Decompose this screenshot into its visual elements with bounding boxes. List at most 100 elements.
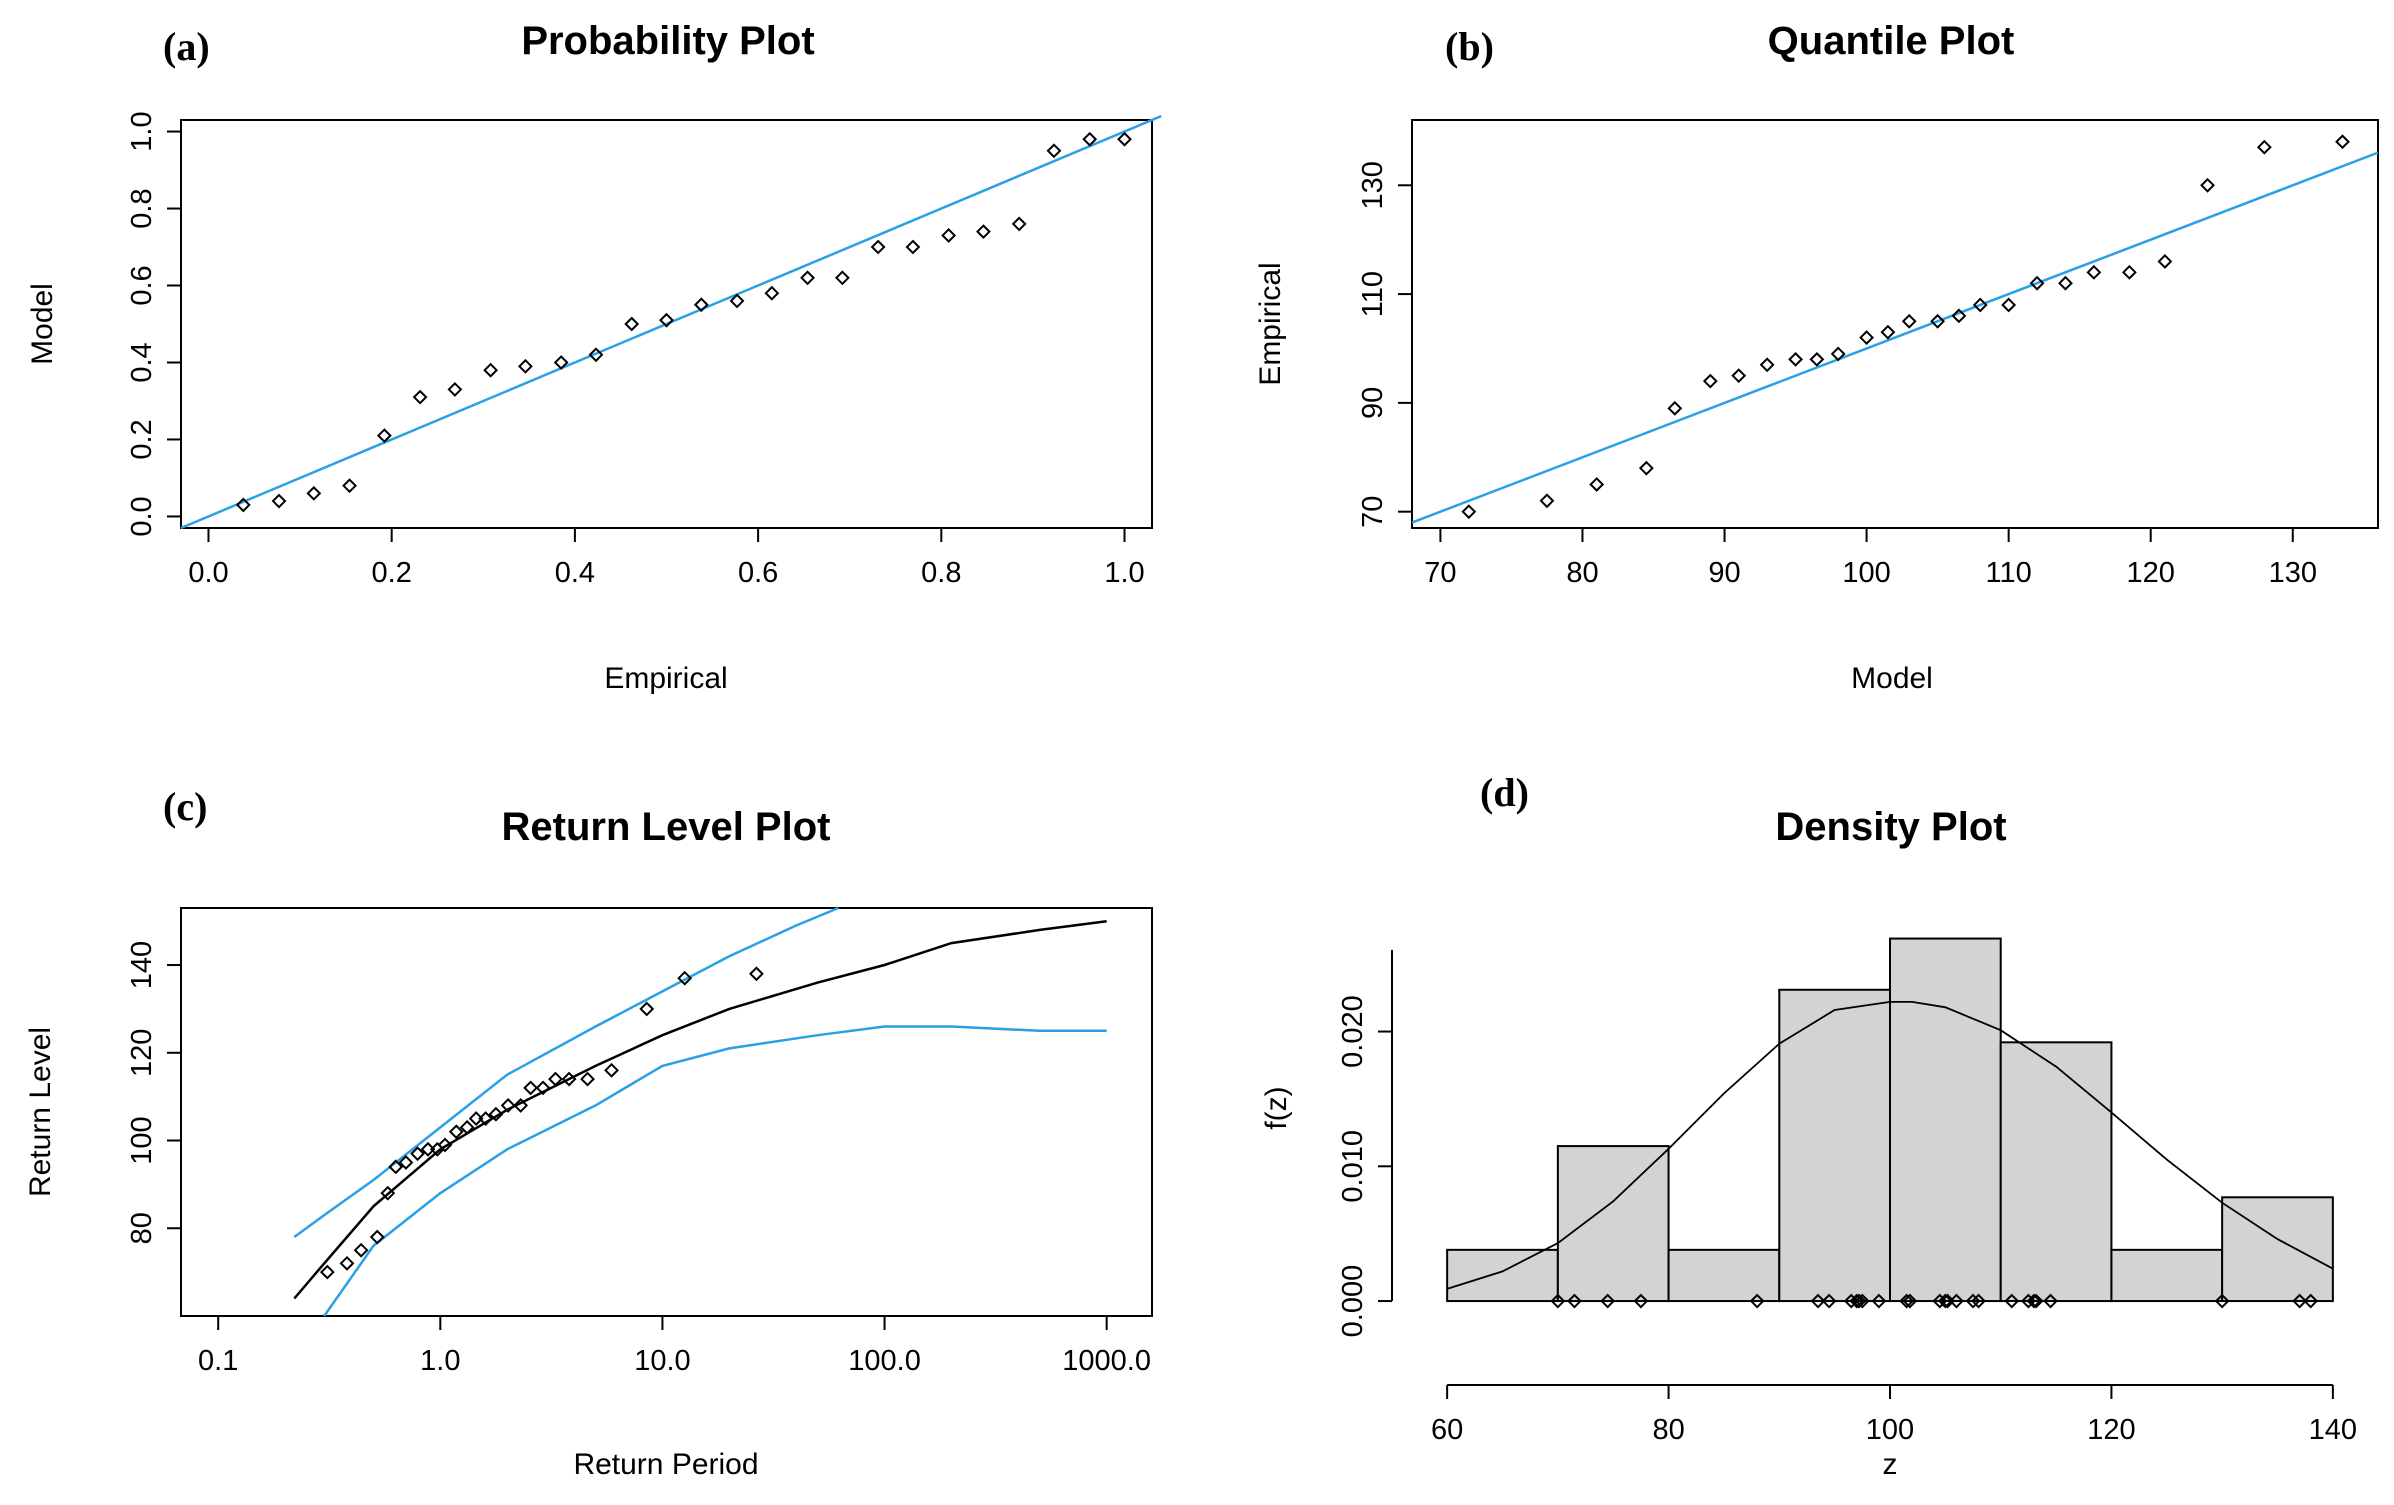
b-data-point <box>1859 330 1875 346</box>
c-data-point <box>437 1137 453 1153</box>
a-data-point <box>870 239 886 255</box>
b-xtick-label: 80 <box>1566 557 1598 589</box>
c-data-point <box>548 1071 563 1087</box>
d-rug-point <box>1949 1293 1964 1309</box>
d-rug-point <box>1550 1293 1566 1309</box>
a-ytick-label: 0.6 <box>126 265 158 305</box>
d-ytick-label: 0.020 <box>1337 995 1369 1068</box>
d-xtick-label: 100 <box>1866 1414 1914 1446</box>
d-histogram-bar <box>1889 937 2002 1303</box>
d-ytick-label: 0.000 <box>1337 1265 1369 1338</box>
panel-return-level-plot: (c) Return Level Plot Return Period Retu… <box>24 784 1153 1481</box>
a-data-point <box>235 497 251 513</box>
c-ytick-label: 120 <box>126 1029 158 1077</box>
b-data-point <box>1589 477 1605 492</box>
d-histogram-bar <box>1446 1248 1559 1303</box>
a-xtick-label: 0.6 <box>738 557 778 589</box>
c-data-point <box>410 1146 425 1162</box>
b-data-point <box>1972 297 1988 313</box>
c-data-point <box>388 1159 404 1175</box>
d-rug-point <box>1902 1293 1918 1309</box>
a-xtick-label: 0.0 <box>188 557 228 589</box>
a-ytick-label: 0.0 <box>126 496 158 536</box>
a-data-point <box>271 493 287 509</box>
c-lower-bound-line <box>323 1025 1107 1317</box>
a-data-point <box>624 316 640 332</box>
d-histogram-bar <box>1556 1145 1670 1303</box>
c-data-point <box>369 1229 385 1245</box>
y-axis-label-c: Return Level <box>24 1027 57 1197</box>
c-data-point <box>500 1098 516 1113</box>
d-rug-point <box>1821 1293 1837 1309</box>
b-xtick-label: 110 <box>1986 557 2032 589</box>
points-c <box>319 966 764 1280</box>
d-rug-point <box>1971 1293 1986 1309</box>
c-data-point <box>488 1106 504 1122</box>
panel-quantile-plot: (b) Quantile Plot Model Empirical 70 80 90… <box>1254 19 2379 695</box>
a-data-point <box>483 362 499 378</box>
c-data-point <box>468 1111 484 1126</box>
d-rug-point <box>1567 1293 1582 1309</box>
c-data-point <box>478 1111 494 1126</box>
a-data-point <box>518 358 533 374</box>
c-data-point <box>535 1080 551 1096</box>
b-ytick-label: 110 <box>1357 271 1389 317</box>
b-data-point <box>1880 324 1896 340</box>
c-data-point <box>513 1098 529 1113</box>
a-ytick-label: 1.0 <box>126 111 158 151</box>
a-ytick-label: 0.2 <box>126 419 158 459</box>
c-data-point <box>448 1124 464 1140</box>
a-ytick-label: 0.4 <box>126 342 158 382</box>
b-data-point <box>2335 134 2350 150</box>
panel-label-d: (d) <box>1480 770 1529 815</box>
x-axis-d: 60 80 100 120 140 <box>1431 1384 2357 1446</box>
a-data-point <box>553 355 569 370</box>
c-xtick-label: 10.0 <box>634 1345 690 1377</box>
panel-probability-plot: (a) Probability Plot Empirical Model 0.0… <box>26 19 1162 695</box>
b-data-point <box>1667 400 1683 416</box>
c-data-point <box>339 1255 355 1271</box>
d-rug-point <box>2214 1293 2230 1309</box>
d-histogram-bar <box>1667 1248 1781 1303</box>
b-xtick-label: 100 <box>1842 557 1890 589</box>
b-data-point <box>1809 351 1825 367</box>
chart-title-b: Quantile Plot <box>1768 19 2015 63</box>
a-xtick-label: 0.4 <box>555 557 595 589</box>
d-rug-point <box>1600 1293 1616 1309</box>
c-data-point <box>677 970 693 986</box>
a-data-point <box>659 312 674 328</box>
y-axis-b: 70 90 110 130 <box>1357 161 1413 528</box>
a-data-point <box>1046 143 1062 159</box>
a-data-point <box>905 239 921 255</box>
x-axis-label-b: Model <box>1851 662 1933 695</box>
c-xtick-label: 1000.0 <box>1062 1345 1151 1377</box>
plot-frame-c <box>180 907 1153 1317</box>
series-b <box>1411 151 2379 524</box>
d-density-line <box>1446 1001 2334 1290</box>
b-ytick-label: 90 <box>1357 387 1389 419</box>
b-data-point <box>1731 368 1747 384</box>
panel-label-c: (c) <box>163 784 207 829</box>
a-data-point <box>834 270 850 286</box>
d-rug-point <box>1749 1293 1765 1309</box>
b-data-point <box>2001 297 2017 313</box>
b-data-point <box>1901 313 1917 329</box>
y-axis-d: 0.000 0.010 0.020 <box>1337 950 1393 1338</box>
d-rug-point <box>1899 1293 1915 1309</box>
d-rug-point <box>2303 1293 2319 1309</box>
d-histogram-bar <box>2110 1248 2224 1303</box>
d-rug-point <box>1965 1293 1981 1309</box>
c-data-point <box>561 1071 577 1087</box>
b-xtick-label: 130 <box>2269 557 2317 589</box>
a-data-point <box>588 347 604 363</box>
c-xtick-label: 100.0 <box>848 1345 921 1377</box>
x-axis-label-d: z <box>1883 1448 1898 1481</box>
c-ytick-label: 100 <box>126 1116 158 1164</box>
panel-label-b: (b) <box>1445 24 1494 69</box>
c-data-point <box>523 1080 539 1096</box>
a-data-point <box>729 293 745 309</box>
d-rug-point <box>1810 1293 1826 1309</box>
d-histogram-bar <box>1999 1041 2113 1303</box>
rug-points-d <box>1550 1293 2319 1309</box>
d-rug-point <box>2004 1293 2020 1309</box>
